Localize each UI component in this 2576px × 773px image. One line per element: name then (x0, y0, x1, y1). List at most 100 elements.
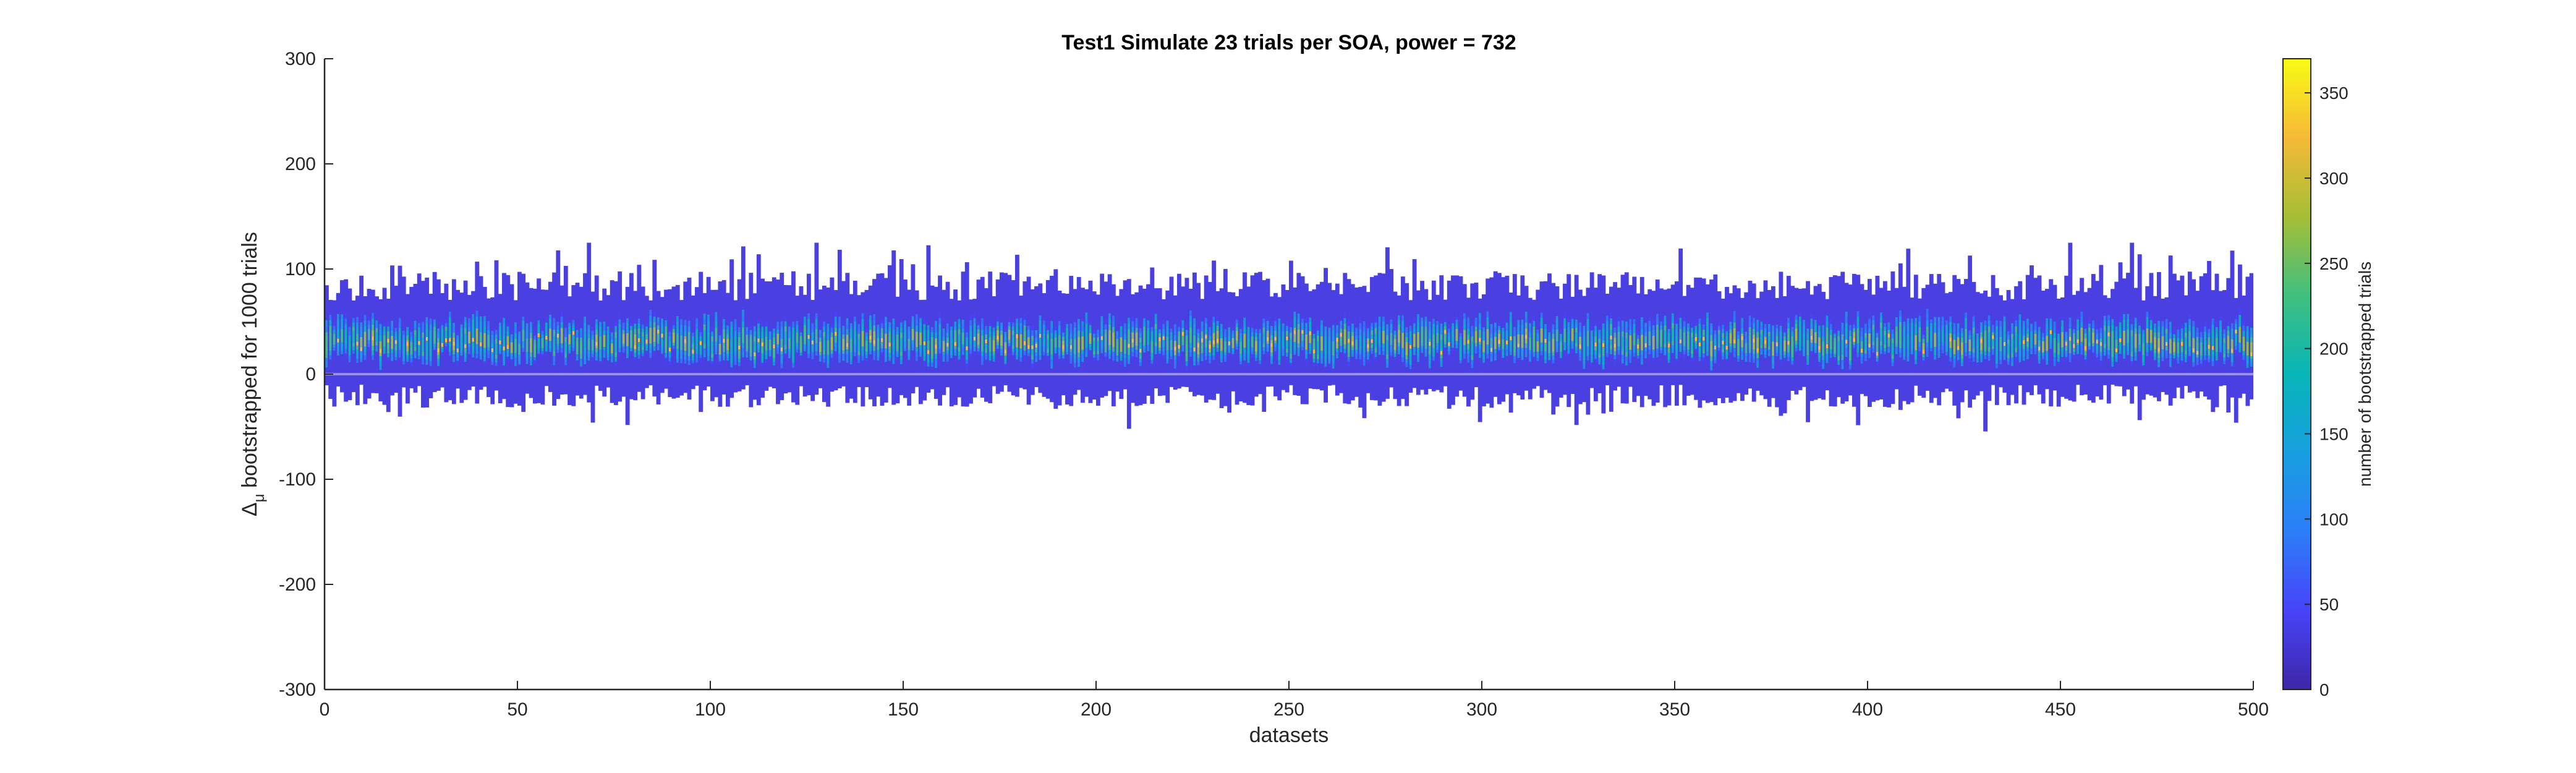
heatmap-cell (394, 340, 397, 351)
heatmap-cell (1231, 338, 1235, 348)
heatmap-cell (1822, 341, 1825, 356)
heatmap-peak (1128, 344, 1130, 348)
heatmap-cell (2138, 333, 2141, 345)
y-tick-label: 100 (285, 259, 316, 280)
heatmap-peak (966, 346, 968, 351)
colorbar-tick-label: 100 (2319, 510, 2349, 529)
heatmap-cell (2134, 333, 2137, 348)
heatmap-cell (1166, 336, 1169, 351)
heatmap-peak (754, 352, 756, 356)
heatmap-cell (1494, 336, 1497, 349)
heatmap-peak (2069, 336, 2072, 341)
heatmap-cell (1120, 337, 1123, 352)
heatmap-cell (1050, 338, 1053, 355)
heatmap-cell (2130, 336, 2133, 352)
y-axis-label-symbol: Δ (238, 502, 261, 516)
heatmap-peak (372, 336, 374, 341)
heatmap-cell (703, 330, 706, 344)
heatmap-peak (387, 338, 389, 343)
heatmap-cell (1193, 336, 1196, 352)
heatmap-cell (2169, 338, 2172, 354)
heatmap-peak (1810, 336, 1813, 340)
heatmap-cell (1965, 328, 1967, 344)
heatmap-cell (1887, 333, 1890, 344)
heatmap-peak (1212, 340, 1215, 344)
heatmap-peak (1197, 343, 1199, 348)
heatmap-cell (1567, 332, 1570, 346)
heatmap-cell (1972, 333, 1975, 348)
heatmap-cell (2053, 338, 2056, 353)
heatmap-cell (2061, 332, 2064, 348)
heatmap-cell (537, 333, 540, 344)
heatmap-cell (1382, 331, 1385, 344)
heatmap-cell (2173, 341, 2175, 352)
heatmap-cell (1378, 331, 1381, 344)
heatmap-cell (1583, 341, 1586, 356)
heatmap-peak (572, 331, 575, 335)
heatmap-peak (1205, 335, 1207, 339)
heatmap-cell (1845, 328, 1848, 344)
heatmap-cell (2077, 330, 2079, 346)
heatmap-cell (1093, 341, 1095, 352)
heatmap-cell (950, 338, 953, 349)
heatmap-cell (692, 344, 694, 354)
heatmap-peak (757, 338, 760, 343)
heatmap-cell (1201, 336, 1204, 349)
heatmap-peak (1467, 340, 1469, 344)
heatmap-cell (1941, 330, 1944, 343)
heatmap-cell (1452, 331, 1455, 342)
heatmap-cell (391, 336, 394, 349)
heatmap-peak (1818, 346, 1821, 350)
heatmap-cell (1089, 333, 1092, 344)
heatmap-column (926, 245, 931, 393)
heatmap-peak (1429, 341, 1431, 346)
heatmap-cell (460, 336, 463, 346)
heatmap-cell (464, 333, 467, 349)
heatmap-cell (1656, 330, 1659, 344)
heatmap-cell (475, 328, 478, 344)
heatmap-cell (1259, 342, 1262, 354)
heatmap-peak (1139, 349, 1142, 353)
colorbar-tick-label: 250 (2319, 254, 2349, 273)
heatmap-peak (1868, 343, 1871, 348)
colorbar-tick-label: 200 (2319, 340, 2349, 359)
heatmap-cell (915, 331, 918, 348)
heatmap-cell (849, 338, 852, 352)
heatmap-peak (1371, 339, 1373, 343)
heatmap-cell (422, 338, 424, 352)
heatmap-peak (1181, 331, 1184, 336)
heatmap-column (587, 242, 592, 403)
heatmap-cell (715, 328, 718, 342)
heatmap-cell (495, 343, 498, 356)
heatmap-cell (325, 338, 328, 354)
colorbar: 0 50 100 150 200 250 300 350 number of bootstra… (2282, 58, 2374, 699)
heatmap-cell (1903, 336, 1906, 349)
heatmap-cell (487, 335, 490, 348)
heatmap-cell (2042, 341, 2044, 352)
heatmap-cell (1197, 342, 1200, 354)
heatmap-peak (1733, 340, 1736, 344)
heatmap-cell (1490, 338, 1493, 351)
heatmap-cell (2057, 343, 2060, 355)
heatmap-cell (1239, 342, 1242, 354)
heatmap-cell (499, 334, 501, 345)
heatmap-cell (1629, 335, 1632, 350)
heatmap-peak (506, 345, 509, 349)
heatmap-cell (1760, 334, 1763, 345)
heatmap-peak (1756, 348, 1759, 352)
heatmap-cell (1047, 338, 1049, 349)
heatmap-peak (2003, 342, 2006, 346)
heatmap-peak (881, 338, 883, 342)
colorbar-ticks: 0 50 100 150 200 250 300 350 (2305, 83, 2349, 699)
heatmap-peak (1178, 344, 1180, 349)
heatmap-cell (676, 333, 679, 349)
heatmap-cell (784, 331, 787, 346)
heatmap-peak (684, 339, 686, 343)
heatmap-cell (549, 328, 551, 341)
heatmap-peak (1510, 336, 1512, 341)
heatmap-cell (753, 341, 756, 356)
heatmap-cell (1212, 333, 1215, 348)
heatmap-cell (360, 337, 363, 351)
heatmap-peak (1367, 344, 1369, 348)
